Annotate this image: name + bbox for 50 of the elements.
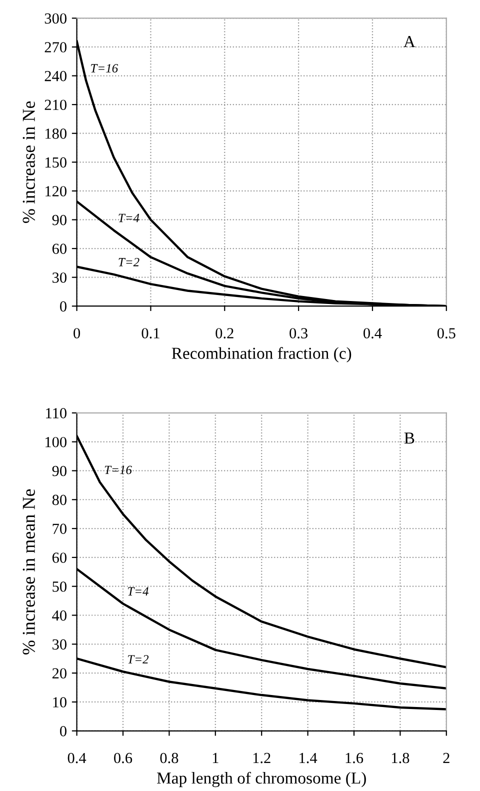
x-axis-title: Map length of chromosome (L)	[157, 772, 366, 788]
y-axis-title: % increase in mean Ne	[22, 489, 35, 654]
series-label: T=4	[128, 587, 149, 596]
x-tick-label: 0	[74, 328, 80, 338]
y-tick-label: 300	[44, 13, 66, 24]
y-tick-label: 60	[52, 552, 66, 563]
x-tick-label: 0.2	[216, 328, 234, 338]
y-tick-label: 70	[52, 524, 66, 534]
y-tick-label: 50	[52, 581, 66, 592]
x-tick-label: 1.2	[253, 752, 270, 764]
x-tick-label: 0.8	[160, 752, 178, 764]
series-label: T=2	[118, 258, 140, 266]
annotation: B	[404, 432, 414, 444]
y-tick-label: 90	[52, 214, 66, 226]
x-tick-label: 0.1	[142, 328, 160, 338]
series-label: T=4	[118, 214, 140, 222]
y-tick-label: 80	[52, 494, 66, 506]
y-tick-label: 30	[52, 639, 66, 650]
y-tick-label: 0	[60, 726, 66, 736]
y-tick-label: 120	[46, 186, 66, 196]
y-tick-label: 180	[46, 128, 66, 139]
y-tick-label: 210	[44, 100, 66, 110]
y-tick-label: 90	[52, 466, 66, 476]
y-tick-label: 240	[44, 70, 66, 82]
x-tick-label: 0.5	[437, 328, 456, 338]
y-tick-label: 30	[52, 272, 66, 283]
series-label: T=16	[91, 64, 118, 72]
x-tick-label: 1.8	[392, 752, 410, 764]
y-axis-title: % increase in Ne	[22, 101, 35, 223]
y-tick-label: 0	[60, 301, 66, 312]
x-tick-label: 0.6	[114, 752, 132, 764]
y-tick-label: 110	[46, 408, 66, 418]
x-tick-label: 1.6	[346, 752, 364, 764]
y-tick-label: 150	[46, 157, 66, 168]
x-tick-label: 1.4	[300, 752, 318, 764]
y-tick-label: 100	[46, 436, 66, 448]
x-tick-label: 0.3	[290, 328, 308, 338]
x-tick-label: 1	[212, 752, 218, 764]
x-tick-label: 0.4	[364, 328, 382, 338]
y-tick-label: 10	[53, 697, 66, 708]
y-tick-label: 270	[44, 42, 66, 52]
x-tick-label: 2	[443, 752, 450, 764]
y-tick-label: 40	[52, 610, 66, 621]
x-tick-label: 0.4	[68, 752, 86, 764]
annotation: A	[404, 36, 416, 48]
x-axis-title: Recombination fraction (c)	[172, 347, 352, 362]
y-tick-label: 20	[52, 668, 66, 679]
series-label: T=2	[128, 655, 149, 664]
y-tick-label: 60	[52, 244, 66, 254]
series-label: T=16	[104, 466, 132, 474]
